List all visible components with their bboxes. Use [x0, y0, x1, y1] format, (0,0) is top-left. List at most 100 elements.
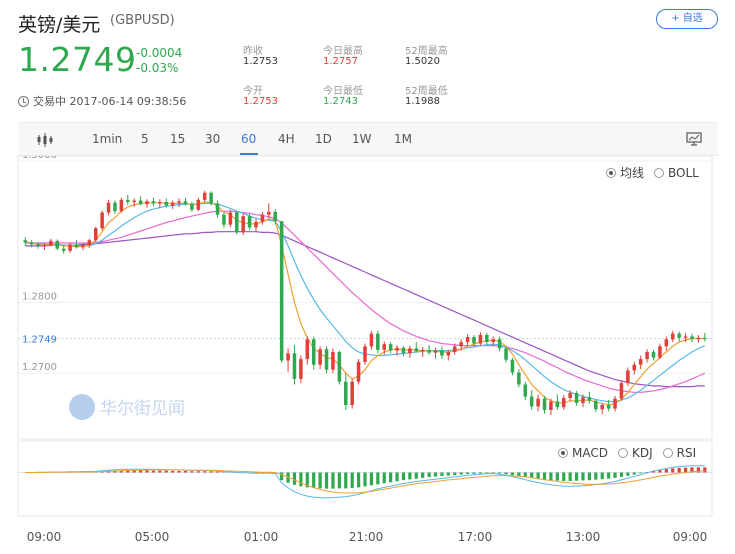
trading-status: 交易中 2017-06-14 09:38:56: [18, 93, 186, 109]
add-watchlist-button[interactable]: + 自选: [656, 9, 718, 29]
chart-area: 1.3000 1.2800 1.2700 1.2749 华尔街见闻 09:00 05:00 0…: [0, 150, 735, 554]
interval-1w[interactable]: 1W: [352, 132, 372, 146]
candle-body: [209, 192, 213, 204]
candle-body: [388, 344, 393, 351]
candle-body: [613, 398, 617, 409]
price-chart[interactable]: 1.3000 1.2800 1.2700 1.2749 华尔街见闻 09:00 05:00 0…: [0, 150, 735, 554]
candle-body: [81, 245, 85, 248]
watermark-logo-icon: [69, 394, 95, 420]
candle-body: [138, 200, 143, 205]
candle-body: [504, 348, 508, 360]
candle-body: [305, 339, 310, 360]
candle-body: [683, 336, 688, 338]
candle-body: [113, 202, 117, 212]
x-tick-label: 09:00: [27, 530, 62, 544]
candle-body: [395, 347, 399, 351]
candle-body: [74, 244, 79, 248]
candle-body: [292, 353, 297, 379]
candle-body: [433, 350, 438, 353]
candle-body: [382, 344, 386, 350]
last-price: 1.2749: [18, 40, 137, 79]
candle-body: [337, 351, 342, 382]
x-tick-label: 17:00: [458, 530, 493, 544]
indicator-option-rsi[interactable]: RSI: [662, 446, 697, 460]
candle-body: [228, 212, 233, 225]
candle-body: [523, 384, 528, 397]
candle-body: [485, 334, 489, 343]
candle-body: [254, 221, 258, 228]
indicator-option-ma[interactable]: 均线: [606, 164, 644, 181]
radio-selected-icon: [558, 448, 568, 458]
candle-body: [299, 359, 303, 379]
indicator-option-macd[interactable]: MACD: [558, 446, 608, 460]
indicator-label-rsi: RSI: [676, 446, 697, 460]
stat-value-day-high: 1.2757: [323, 56, 358, 67]
trading-status-text: 交易中 2017-06-14 09:38:56: [33, 95, 187, 108]
candle-body: [491, 339, 495, 343]
candle-body: [324, 349, 329, 370]
indicator-label-kdj: KDJ: [631, 446, 653, 460]
quote-header: 英镑/美元 (GBPUSD) + 自选 1.2749 -0.0004 -0.03…: [0, 0, 735, 122]
candle-body: [177, 201, 181, 203]
candle-body: [670, 333, 675, 340]
candle-body: [190, 204, 194, 210]
sub-plot-frame: [17, 440, 713, 517]
instrument-symbol: (GBPUSD): [110, 13, 175, 28]
monitor-icon[interactable]: [686, 132, 702, 146]
stat-value-52w-high: 1.5020: [405, 56, 440, 67]
candle-body: [87, 240, 92, 246]
candle-body: [164, 201, 169, 206]
interval-30[interactable]: 30: [205, 132, 221, 146]
candle-body: [23, 240, 27, 243]
candle-body: [472, 337, 476, 344]
candle-body: [350, 381, 354, 406]
radio-unselected-icon: [654, 167, 665, 178]
candle-body: [606, 405, 611, 409]
radio-selected-icon: [606, 167, 616, 178]
x-tick-label: 09:00: [673, 530, 708, 544]
candle-body: [369, 333, 374, 347]
candle-body: [587, 397, 592, 401]
instrument-title: 英镑/美元: [18, 14, 101, 36]
candle-body: [414, 348, 419, 352]
interval-1m[interactable]: 1M: [394, 132, 412, 146]
candle-body: [459, 342, 463, 347]
candle-body: [241, 216, 245, 233]
x-tick-label: 01:00: [244, 530, 279, 544]
interval-1min[interactable]: 1min: [92, 132, 123, 146]
candle-body: [561, 397, 566, 408]
price-change: -0.0004: [136, 46, 183, 60]
candle-body: [638, 359, 643, 365]
interval-5[interactable]: 5: [141, 132, 149, 146]
candle-body: [626, 370, 630, 384]
candle-body: [677, 333, 681, 338]
candle-body: [594, 400, 598, 410]
candle-body: [36, 244, 40, 247]
watermark: 华尔街见闻: [69, 394, 185, 420]
sub-indicator-selector: MACD KDJ RSI: [558, 446, 696, 460]
candle-body: [465, 337, 470, 343]
indicator-option-kdj[interactable]: KDJ: [617, 446, 653, 460]
candle-body: [703, 337, 707, 339]
ma-xlong-line: [25, 231, 705, 388]
interval-60[interactable]: 60: [241, 132, 257, 146]
interval-1d[interactable]: 1D: [315, 132, 332, 146]
candle-body: [331, 351, 335, 370]
interval-4h[interactable]: 4H: [278, 132, 295, 146]
main-plot-frame: [17, 155, 713, 440]
candle-body: [427, 349, 431, 353]
candle-body: [215, 203, 220, 215]
candlestick-icon[interactable]: [36, 133, 54, 147]
candle-body: [696, 337, 701, 340]
candle-body: [55, 240, 60, 249]
interval-15[interactable]: 15: [170, 132, 186, 146]
y-tick-label: 1.3000: [22, 156, 57, 161]
candle-body: [376, 333, 380, 350]
radio-unselected-icon: [662, 448, 673, 458]
main-indicator-selector: 均线 BOLL: [606, 164, 699, 181]
watermark-text: 华尔街见闻: [100, 399, 185, 419]
candle-body: [318, 349, 322, 365]
candle-body: [119, 199, 124, 212]
stat-value-prev-close: 1.2753: [243, 56, 278, 67]
indicator-option-boll[interactable]: BOLL: [654, 166, 699, 180]
